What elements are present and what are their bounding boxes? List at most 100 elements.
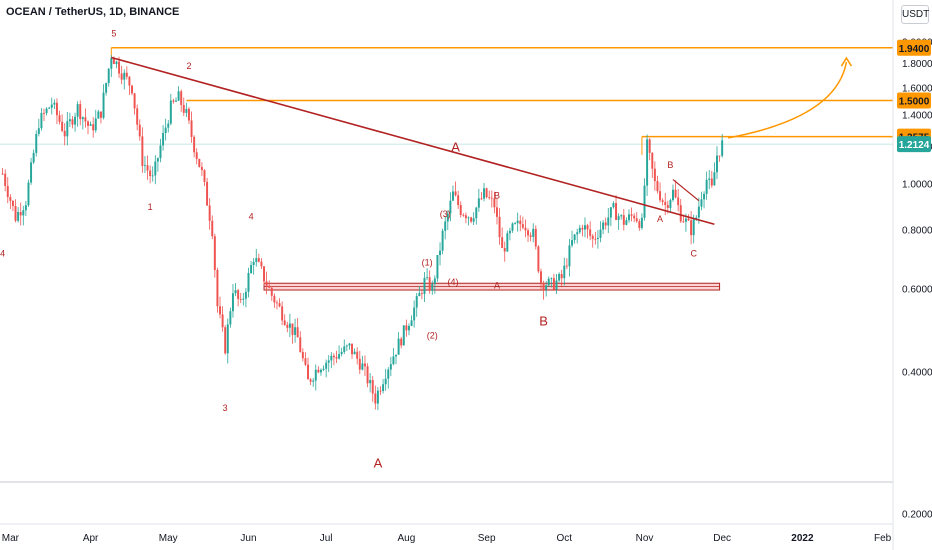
candle-body bbox=[444, 221, 447, 231]
candle-body bbox=[651, 152, 654, 169]
y-tick-label: 0.6000 bbox=[902, 284, 932, 295]
candle-body bbox=[74, 116, 77, 125]
candle-body bbox=[43, 112, 45, 114]
candle-body bbox=[697, 206, 700, 218]
candle-body bbox=[231, 293, 234, 312]
candle-body bbox=[501, 237, 504, 249]
candle-body bbox=[125, 72, 128, 77]
candle-body bbox=[242, 298, 245, 300]
y-tick-label: 1.6000 bbox=[902, 83, 932, 94]
candle-body bbox=[705, 179, 708, 194]
wave-label: 4 bbox=[0, 249, 5, 259]
candle-body bbox=[661, 200, 664, 202]
candle-body bbox=[340, 351, 343, 355]
candle-body bbox=[374, 393, 377, 404]
candle-body bbox=[338, 354, 341, 359]
candle-body bbox=[301, 351, 304, 359]
x-tick-label: 2022 bbox=[791, 533, 814, 544]
candle-body bbox=[330, 355, 333, 361]
candle-body bbox=[175, 100, 177, 102]
wave-label: A bbox=[451, 139, 460, 154]
candle-body bbox=[244, 291, 247, 299]
candle-body bbox=[255, 258, 258, 262]
candle-body bbox=[643, 185, 646, 218]
candle-body bbox=[307, 364, 310, 380]
candle-body bbox=[431, 284, 434, 291]
price-tag bbox=[897, 39, 931, 56]
candle-body bbox=[299, 337, 302, 352]
candle-body bbox=[498, 216, 501, 238]
candle-body bbox=[462, 214, 465, 216]
candle-body bbox=[250, 265, 253, 274]
candle-body bbox=[371, 380, 374, 394]
candle-body bbox=[695, 217, 698, 219]
candle-body bbox=[718, 155, 721, 157]
candle-body bbox=[283, 320, 286, 325]
candle-body bbox=[185, 108, 188, 113]
candle-body bbox=[30, 162, 33, 183]
candle-body bbox=[622, 215, 625, 225]
candle-body bbox=[369, 380, 372, 384]
candle-body bbox=[511, 223, 514, 231]
candle-body bbox=[679, 205, 682, 222]
candle-body bbox=[426, 277, 429, 279]
candle-body bbox=[97, 111, 100, 119]
candle-body bbox=[428, 277, 431, 291]
candle-body bbox=[708, 178, 711, 180]
candle-body bbox=[296, 327, 299, 338]
candle-body bbox=[180, 91, 183, 106]
candle-body bbox=[319, 369, 322, 373]
candle-body bbox=[389, 364, 392, 370]
candle-body bbox=[376, 390, 379, 404]
candle-body bbox=[94, 118, 97, 131]
wave-label: (2) bbox=[427, 330, 438, 340]
candle-body bbox=[257, 258, 260, 262]
candle-body bbox=[612, 203, 615, 208]
candle-body bbox=[607, 217, 610, 226]
candle-body bbox=[239, 298, 242, 300]
candle-body bbox=[418, 293, 421, 297]
candle-body bbox=[198, 158, 201, 167]
candle-body bbox=[413, 307, 416, 321]
candle-body bbox=[89, 124, 92, 126]
y-tick-label: 0.8000 bbox=[902, 225, 932, 236]
candle-body bbox=[400, 338, 403, 346]
candle-body bbox=[115, 61, 118, 65]
candle-body bbox=[379, 390, 382, 392]
candle-body bbox=[558, 274, 561, 281]
candle-body bbox=[167, 123, 170, 128]
candle-body bbox=[63, 130, 66, 137]
wave-label: (1) bbox=[422, 258, 433, 268]
candle-body bbox=[4, 173, 7, 186]
candle-body bbox=[521, 224, 524, 228]
candle-body bbox=[395, 354, 398, 357]
candle-body bbox=[322, 368, 325, 370]
candle-body bbox=[684, 218, 687, 222]
candle-body bbox=[229, 311, 232, 325]
candle-body bbox=[653, 168, 656, 182]
candle-body bbox=[459, 205, 462, 215]
downtrend-line bbox=[111, 56, 715, 226]
candle-body bbox=[112, 58, 115, 65]
candle-body bbox=[234, 290, 237, 294]
candle-body bbox=[583, 225, 586, 230]
candle-body bbox=[159, 145, 162, 159]
candle-body bbox=[635, 218, 638, 222]
candle-body bbox=[568, 245, 571, 267]
candle-body bbox=[37, 128, 40, 134]
candle-body bbox=[76, 104, 79, 117]
candle-body bbox=[260, 261, 263, 267]
wave-label: (3) bbox=[440, 209, 451, 219]
candle-body bbox=[630, 214, 633, 216]
candle-body bbox=[48, 107, 51, 109]
candle-body bbox=[288, 323, 291, 328]
candle-body bbox=[477, 198, 480, 208]
x-tick-label: Jun bbox=[240, 533, 256, 544]
y-tick-label: 1.8000 bbox=[902, 59, 932, 70]
candle-body bbox=[314, 369, 317, 381]
candle-body bbox=[193, 136, 196, 153]
currency-button[interactable]: USDT bbox=[901, 5, 929, 24]
candle-body bbox=[516, 220, 519, 224]
candle-body bbox=[87, 121, 89, 126]
